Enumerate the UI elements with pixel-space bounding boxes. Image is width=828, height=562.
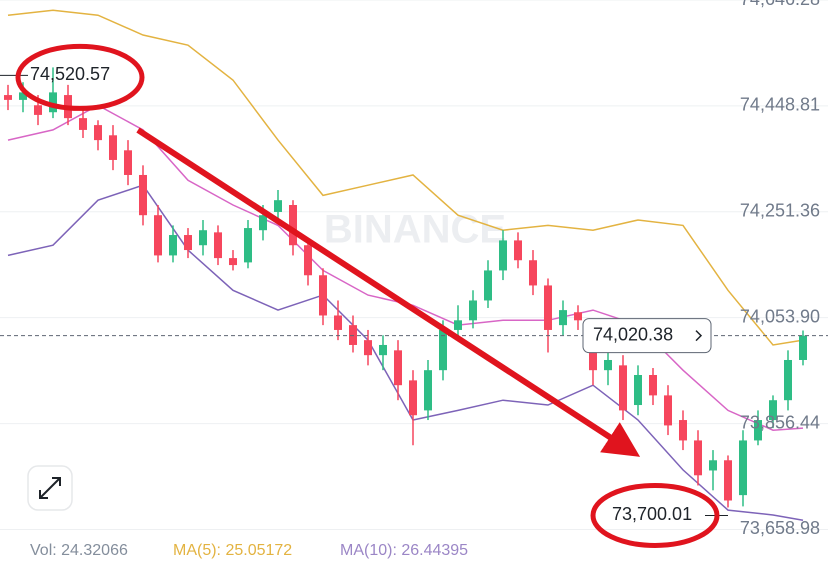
candle-body: [544, 285, 552, 330]
candle-body: [694, 440, 702, 476]
band-upper: [7, 9, 804, 346]
footer-indicator: MA(5): 25.05172: [173, 542, 292, 559]
candle-body: [139, 174, 147, 216]
candle-body: [289, 205, 297, 246]
footer-indicator: Vol: 24.32066: [30, 542, 128, 559]
candles: [4, 67, 807, 508]
candle-body: [769, 400, 777, 421]
y-tick-label: 74,646.28: [740, 0, 820, 9]
candle-body: [49, 92, 57, 113]
candle-body: [319, 275, 327, 316]
candle-body: [214, 232, 222, 259]
y-tick-label: 73,658.98: [740, 518, 820, 538]
candle-body: [34, 105, 42, 115]
min-label: 73,700.01: [612, 504, 692, 524]
grid: [0, 0, 828, 530]
candle-body: [304, 245, 312, 276]
candle-body: [364, 340, 372, 356]
y-tick-label: 74,251.36: [740, 201, 820, 221]
candle-body: [409, 380, 417, 416]
candle-body: [124, 150, 132, 175]
y-tick-label: 74,448.81: [740, 95, 820, 115]
candle-body: [724, 460, 732, 501]
candle-body: [4, 95, 12, 100]
candle-body: [499, 240, 507, 271]
candle-body: [424, 370, 432, 411]
y-tick-label: 73,856.44: [740, 412, 820, 432]
candle-body: [634, 375, 642, 406]
chevron: [695, 330, 703, 342]
candle-body: [739, 440, 747, 496]
candle-body: [334, 315, 342, 330]
annotations: 74,020.38 74,520.57 73,700.01: [0, 43, 828, 548]
candle-body: [244, 228, 252, 263]
candle-body: [619, 365, 627, 411]
candle-body: [184, 235, 192, 251]
candle-body: [274, 200, 282, 212]
max-label: 74,520.57: [30, 64, 110, 84]
expand-button[interactable]: [27, 465, 73, 511]
candle-body: [199, 230, 207, 246]
highlight-circle: [15, 43, 145, 111]
candle-body: [109, 135, 117, 160]
last-price-box: [582, 318, 712, 354]
candle-body: [229, 258, 237, 266]
candle-body: [349, 325, 357, 345]
candle-body: [439, 329, 447, 371]
y-tick-label: 74,053.90: [740, 306, 820, 326]
candle-body: [379, 344, 387, 356]
candle-body: [394, 350, 402, 386]
candle-body: [679, 420, 687, 441]
footer-indicator: MA(10): 26.44395: [340, 542, 468, 559]
last-price-label: 74,020.38: [593, 324, 673, 344]
candle-body: [559, 310, 567, 326]
candle-body: [454, 320, 462, 330]
candle-body: [754, 420, 762, 441]
candle-body: [484, 270, 492, 301]
highlight-circle: [590, 482, 720, 548]
candle-body: [514, 240, 522, 261]
candle-body: [604, 359, 612, 371]
candle-body: [574, 312, 582, 321]
candle-body: [664, 395, 672, 426]
expand-icon: [39, 477, 61, 499]
watermark: BINANCE: [324, 208, 506, 252]
candle-body: [469, 300, 477, 321]
candle-body: [529, 260, 537, 286]
candle-body: [154, 215, 162, 256]
candle-body: [19, 92, 27, 100]
candle-body: [94, 125, 102, 141]
candle-body: [784, 359, 792, 401]
arrow: [136, 127, 641, 457]
candle-body: [709, 460, 717, 471]
footer: Vol: 24.32066 MA(5): 25.05172 MA(10): 26.4…: [30, 542, 468, 559]
candle-body: [259, 215, 267, 231]
candle-body: [649, 375, 657, 396]
candle-body: [169, 235, 177, 256]
candle-body: [799, 335, 807, 360]
candle-body: [79, 118, 87, 130]
